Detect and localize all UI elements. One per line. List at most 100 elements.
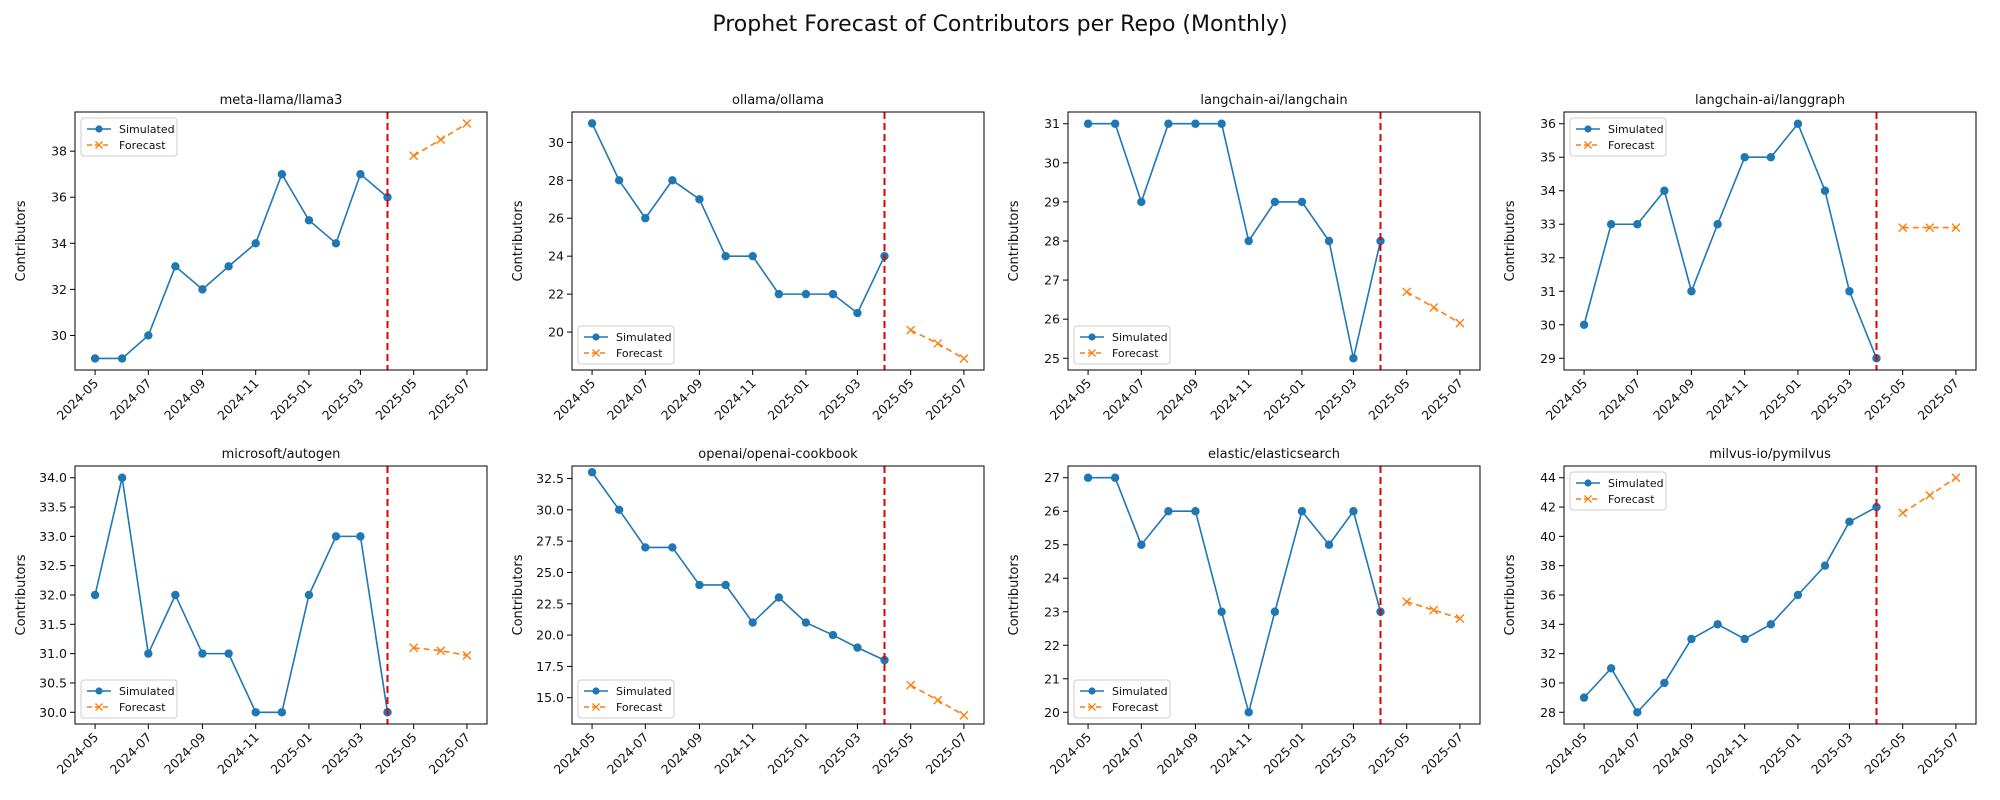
x-tick-label: 2025-07 [1419,730,1467,778]
y-tick-label: 35 [1540,150,1556,165]
y-tick-label: 26 [1044,504,1060,519]
simulated-point [144,331,153,340]
forecast-point [462,650,472,660]
plot-frame [1563,111,1977,371]
forecast-point [462,119,472,129]
legend-swatch-marker [95,687,103,695]
x-tick-label: 2025-03 [816,376,864,424]
simulated-line [95,172,389,360]
y-tick-label: 31.0 [39,646,67,661]
forecast-point [906,680,916,690]
y-tick-label: 25.0 [536,565,564,580]
x-tick-label: 2025-05 [1861,730,1909,778]
y-tick-label: 34 [1540,183,1556,198]
y-tick-label: 22 [1044,638,1060,653]
simulated-point [748,618,757,627]
simulated-point [251,708,260,717]
y-tick-label: 20.0 [536,628,564,643]
y-tick-label: 32 [1540,646,1556,661]
simulated-point [614,176,624,185]
x-tick-label: 2025-03 [319,730,367,778]
simulated-point [748,251,757,261]
subplot-title: langchain-ai/langchain [1200,93,1347,108]
x-tick-label: 2024-11 [711,376,759,424]
simulated-point [1191,119,1200,128]
simulated-point [1349,354,1358,363]
simulated-point [1191,507,1200,516]
x-tick-label: 2025-05 [869,376,917,424]
simulated-point [251,239,260,248]
simulated-point [1845,287,1854,296]
simulated-point [880,655,889,665]
simulated-point [695,195,704,204]
simulated-point [1820,186,1830,195]
y-axis-label: Contributors [511,554,526,635]
simulated-point [1606,664,1616,673]
x-tick-label: 2024-07 [604,730,652,778]
x-tick-label: 2024-07 [1596,376,1644,424]
y-tick-label: 25 [1044,351,1060,366]
simulated-point [304,216,314,225]
x-tick-label: 2024-09 [658,729,706,777]
y-tick-label: 44 [1540,470,1556,485]
y-tick-label: 29 [1540,351,1556,366]
legend: Simulated Forecast [80,679,178,719]
legend-label: Forecast [1112,701,1159,714]
x-tick-label: 2025-03 [1808,730,1856,778]
legend-label: Forecast [1608,493,1655,506]
x-tick-label: 2025-01 [1261,376,1309,424]
y-tick-label: 28 [1044,234,1060,249]
simulated-point [1687,634,1696,644]
forecast-point [1402,287,1412,297]
y-tick-label: 28 [1540,705,1556,720]
forecast-point [1925,490,1935,500]
x-tick-label: 2024-09 [1650,729,1698,777]
forecast-point [1951,473,1961,483]
x-tick-label: 2025-07 [1915,730,1963,778]
y-tick-label: 32 [1540,250,1556,265]
legend-label: Forecast [616,701,663,714]
legend-swatch-marker [592,687,600,695]
plot-frame [571,465,985,725]
x-tick-label: 2024-07 [1596,730,1644,778]
figure-title: Prophet Forecast of Contributors per Rep… [712,12,1288,37]
x-tick-label: 2024-11 [711,730,759,778]
simulated-point [1376,236,1385,246]
subplot-7: milvus-io/pymilvus Contributors 28 30 32 34 36… [1503,447,1977,778]
simulated-point [801,289,811,299]
y-tick-label: 32.0 [39,588,67,603]
y-tick-label: 32.5 [536,471,564,486]
x-tick-label: 2025-03 [1312,376,1360,424]
simulated-point [1270,197,1280,207]
simulated-point [277,708,287,717]
legend-swatch-marker [592,333,600,341]
simulated-point [304,590,314,600]
y-tick-label: 31 [1540,284,1556,299]
simulated-line [1088,476,1382,716]
simulated-point [587,468,597,477]
x-tick-label: 2024-09 [1154,375,1202,423]
simulated-point [774,289,784,299]
simulated-point [1687,287,1696,296]
plot-frame [1067,465,1481,725]
y-tick-label: 23 [1044,604,1060,619]
y-axis-label: Contributors [1503,554,1518,635]
forecast-point [1402,597,1412,607]
simulated-point [117,354,127,363]
simulated-point [331,239,341,248]
y-tick-label: 30 [51,328,67,343]
simulated-point [1217,119,1226,128]
y-tick-label: 21 [1044,671,1060,686]
simulated-point [224,262,233,271]
legend: Simulated Forecast [1569,117,1667,157]
simulated-point [171,262,180,271]
legend-box [1073,325,1171,365]
y-tick-label: 36 [1540,588,1556,603]
simulated-point [1349,507,1358,516]
simulated-point [801,618,811,627]
simulated-point [828,289,838,299]
y-tick-label: 25 [1044,537,1060,552]
simulated-point [1740,634,1749,644]
legend: Simulated Forecast [1073,325,1171,365]
y-tick-label: 27 [1044,470,1060,485]
